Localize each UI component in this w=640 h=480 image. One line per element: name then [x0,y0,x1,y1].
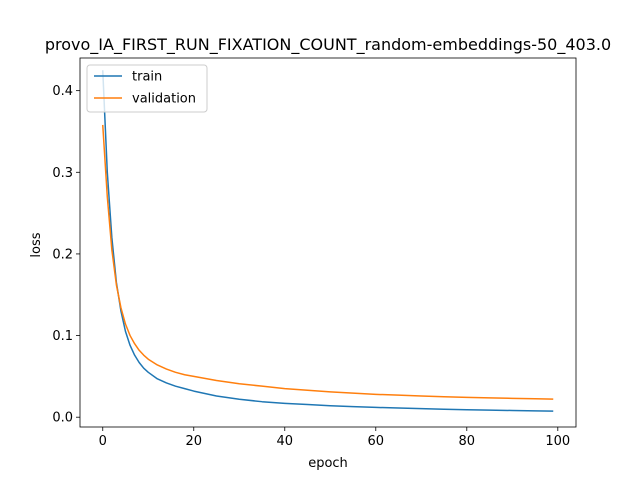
y-tick-label: 0.3 [52,166,73,181]
legend-label-validation: validation [132,92,196,107]
x-tick-label: 80 [459,434,476,449]
x-tick-label: 40 [276,434,293,449]
axes-frame [79,57,577,428]
x-axis-label: epoch [308,456,348,471]
legend-label-train: train [132,70,162,85]
y-tick-label: 0.4 [52,84,73,99]
x-tick-label: 100 [545,434,570,449]
y-tick-label: 0.2 [52,247,73,262]
plot-area: 0 20 40 60 80 100 0.0 0.1 0.2 0.3 0.4 [52,57,577,449]
y-tick-label: 0.0 [52,411,73,426]
legend: train validation [86,64,208,113]
series-line-train [102,70,554,412]
chart-title: provo_IA_FIRST_RUN_FIXATION_COUNT_random… [45,35,611,55]
x-tick-label: 20 [185,434,202,449]
series-line-validation [102,124,554,400]
y-axis-label: loss [29,232,44,257]
y-tick-label: 0.1 [52,329,73,344]
x-tick-label: 0 [99,434,107,449]
x-tick-label: 60 [368,434,385,449]
